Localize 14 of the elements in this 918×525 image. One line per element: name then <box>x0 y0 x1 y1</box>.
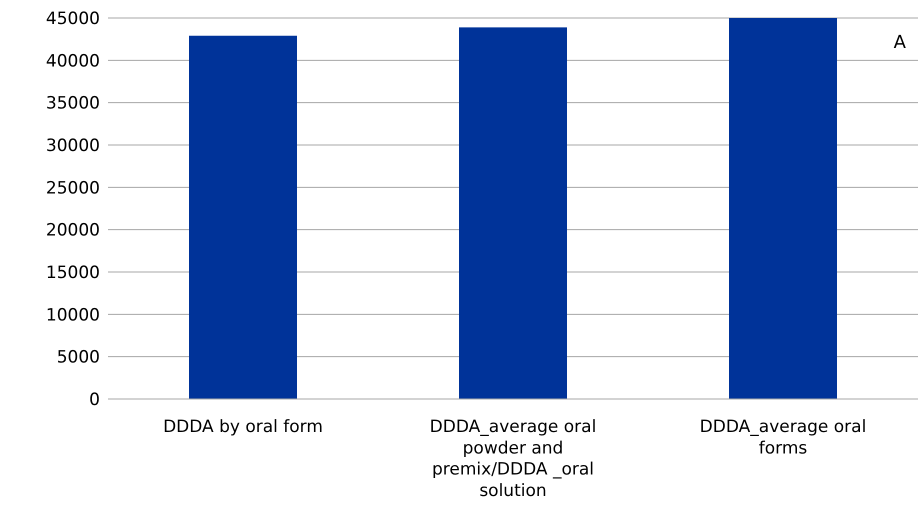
y-tick-label: 30000 <box>46 136 100 156</box>
x-tick-label: DDDA by oral form <box>163 417 323 437</box>
y-tick-label: 0 <box>89 390 100 410</box>
y-tick-label: 40000 <box>46 51 100 72</box>
y-tick-label: 20000 <box>46 220 100 241</box>
y-tick-label: 35000 <box>46 94 100 114</box>
y-tick-label: 15000 <box>46 263 100 284</box>
y-tick-label: 45000 <box>46 9 100 30</box>
y-tick-label: 10000 <box>46 305 100 326</box>
x-tick-label: DDDA_average oral forms <box>700 417 866 458</box>
x-tick-label: DDDA_average oral powder and premix/DDDA _oral solution <box>430 417 596 501</box>
y-tick-label: 5000 <box>56 348 100 368</box>
y-tick-label: 25000 <box>46 178 100 198</box>
annotation: A <box>894 32 906 53</box>
